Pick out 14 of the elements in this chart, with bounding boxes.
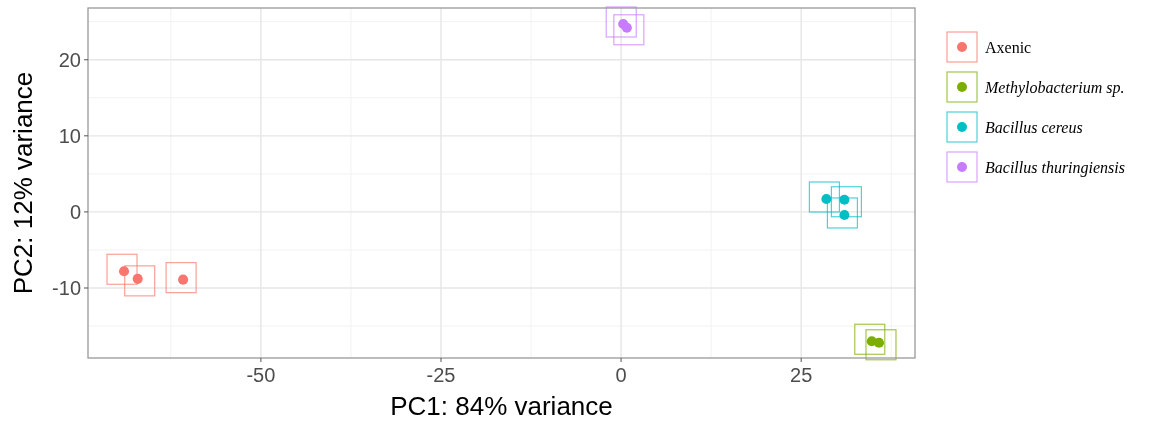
legend-label: Bacillus thuringiensis — [985, 158, 1125, 177]
x-tick-label: -25 — [426, 364, 456, 386]
y-axis-title: PC2: 12% variance — [8, 71, 38, 295]
x-tick-label: 0 — [615, 364, 627, 386]
y-tick-label: -10 — [52, 277, 81, 299]
legend-label: Bacillus cereus — [985, 118, 1083, 136]
y-tick-label: 0 — [69, 200, 81, 223]
x-tick-label: 25 — [790, 364, 813, 386]
legend-label: Axenic — [985, 38, 1032, 56]
x-tick-label: -50 — [246, 364, 276, 386]
y-tick-label: 20 — [58, 48, 81, 71]
x-axis-title: PC1: 84% variance — [390, 391, 613, 421]
y-tick-label: 10 — [58, 124, 81, 147]
legend-label: Methylobacterium sp. — [984, 78, 1125, 97]
